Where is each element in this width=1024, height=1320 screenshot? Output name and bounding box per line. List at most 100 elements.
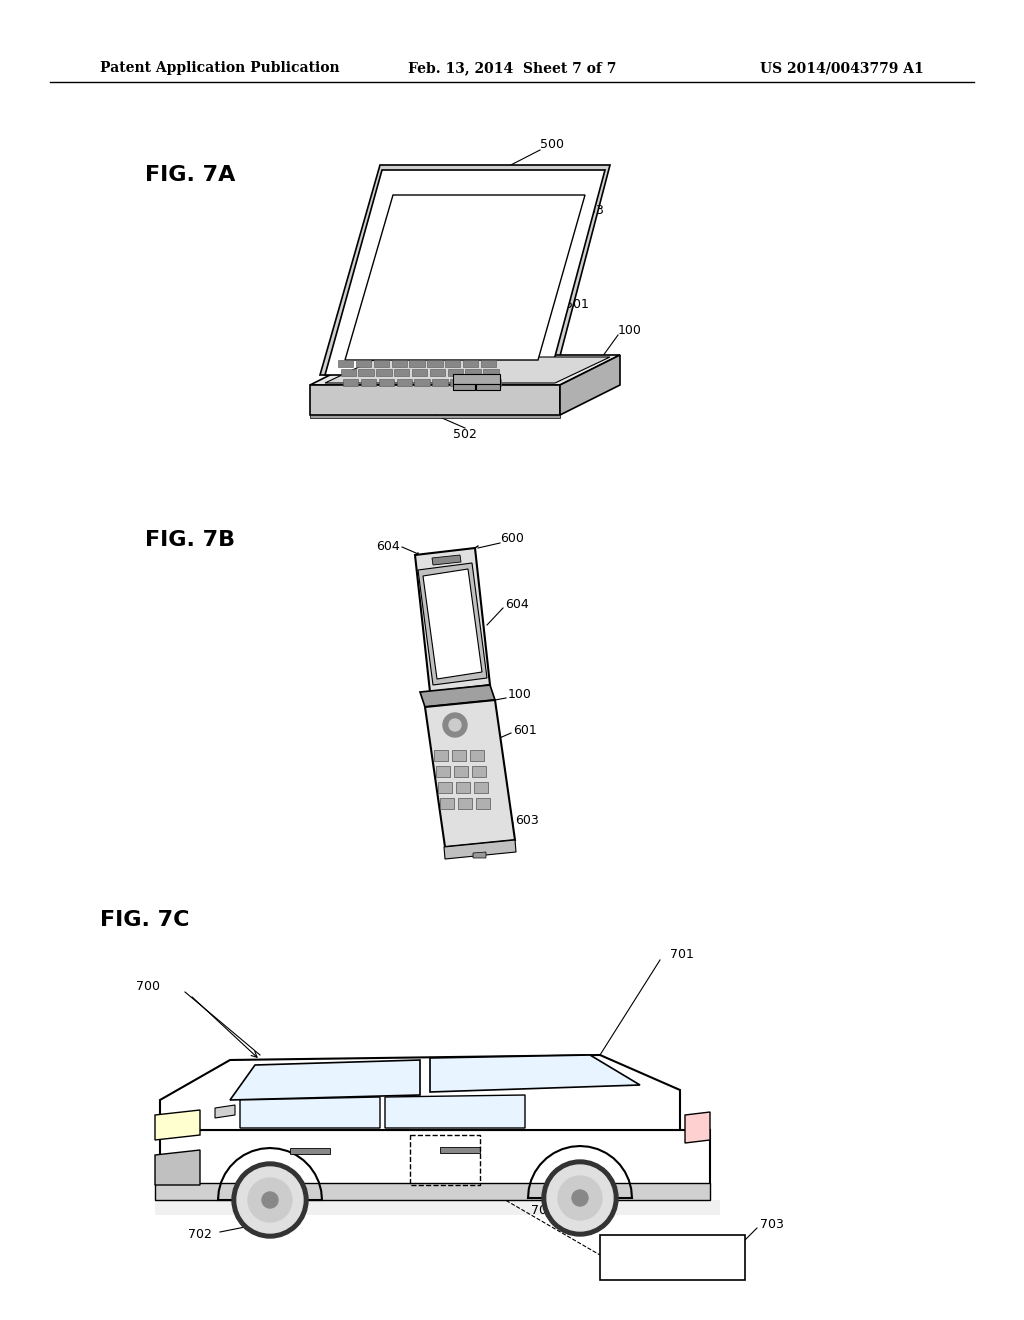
Polygon shape xyxy=(440,1147,480,1152)
Polygon shape xyxy=(485,379,501,385)
Text: 604: 604 xyxy=(505,598,528,611)
Polygon shape xyxy=(474,781,488,793)
Text: 501: 501 xyxy=(565,298,589,312)
Polygon shape xyxy=(432,554,461,565)
Text: FIG. 7B: FIG. 7B xyxy=(145,531,236,550)
Polygon shape xyxy=(358,370,374,376)
Text: 600: 600 xyxy=(500,532,524,544)
Polygon shape xyxy=(470,750,484,762)
Text: 100: 100 xyxy=(508,689,531,701)
Text: 604: 604 xyxy=(376,540,400,553)
Polygon shape xyxy=(466,370,480,376)
Polygon shape xyxy=(376,370,391,376)
Text: ELECTRONIC
CONTROL UNIT: ELECTRONIC CONTROL UNIT xyxy=(633,1246,712,1270)
Polygon shape xyxy=(483,370,499,376)
Circle shape xyxy=(449,719,461,731)
Text: Patent Application Publication: Patent Application Publication xyxy=(100,61,340,75)
Circle shape xyxy=(232,1162,308,1238)
Polygon shape xyxy=(160,1055,680,1130)
Text: FIG. 7C: FIG. 7C xyxy=(100,909,189,931)
Circle shape xyxy=(443,713,467,737)
Polygon shape xyxy=(447,370,463,376)
Circle shape xyxy=(558,1176,602,1220)
Circle shape xyxy=(542,1160,618,1236)
Circle shape xyxy=(572,1191,588,1206)
Polygon shape xyxy=(360,379,376,385)
Polygon shape xyxy=(155,1200,720,1214)
Text: 100: 100 xyxy=(618,323,642,337)
Polygon shape xyxy=(481,360,496,367)
Polygon shape xyxy=(415,379,430,385)
Polygon shape xyxy=(427,360,442,367)
Polygon shape xyxy=(240,1097,380,1129)
Polygon shape xyxy=(453,374,500,384)
Polygon shape xyxy=(341,370,355,376)
Polygon shape xyxy=(155,1183,710,1200)
Bar xyxy=(410,1135,480,1185)
Polygon shape xyxy=(418,564,487,685)
Text: 702: 702 xyxy=(531,1204,555,1217)
Polygon shape xyxy=(685,1111,710,1143)
Polygon shape xyxy=(454,766,468,777)
Polygon shape xyxy=(325,170,605,375)
Polygon shape xyxy=(425,700,515,847)
Polygon shape xyxy=(356,360,371,367)
Polygon shape xyxy=(325,356,610,383)
Polygon shape xyxy=(310,355,620,385)
Polygon shape xyxy=(290,1148,330,1154)
Polygon shape xyxy=(391,360,407,367)
Polygon shape xyxy=(476,799,490,809)
Polygon shape xyxy=(473,851,486,858)
Polygon shape xyxy=(310,414,560,418)
Polygon shape xyxy=(343,379,358,385)
Circle shape xyxy=(248,1177,292,1222)
Polygon shape xyxy=(420,685,495,708)
Polygon shape xyxy=(338,360,353,367)
Polygon shape xyxy=(423,569,482,678)
Polygon shape xyxy=(444,840,516,859)
Polygon shape xyxy=(453,384,475,389)
Polygon shape xyxy=(456,781,470,793)
Polygon shape xyxy=(410,360,425,367)
Polygon shape xyxy=(155,1150,200,1185)
Polygon shape xyxy=(434,750,449,762)
Text: 500: 500 xyxy=(540,139,564,152)
Polygon shape xyxy=(415,548,490,692)
Polygon shape xyxy=(412,370,427,376)
Text: 701: 701 xyxy=(670,949,694,961)
Text: FIG. 7A: FIG. 7A xyxy=(145,165,236,185)
Polygon shape xyxy=(436,766,450,777)
Polygon shape xyxy=(476,384,500,389)
Text: Feb. 13, 2014  Sheet 7 of 7: Feb. 13, 2014 Sheet 7 of 7 xyxy=(408,61,616,75)
Polygon shape xyxy=(472,766,486,777)
Polygon shape xyxy=(468,379,483,385)
Text: 702: 702 xyxy=(188,1229,212,1242)
Text: 502: 502 xyxy=(453,429,477,441)
Circle shape xyxy=(547,1166,613,1232)
Polygon shape xyxy=(160,1130,710,1185)
Text: 400: 400 xyxy=(438,1118,462,1131)
Polygon shape xyxy=(560,355,620,414)
Polygon shape xyxy=(385,1096,525,1129)
Polygon shape xyxy=(310,385,560,414)
Text: 603: 603 xyxy=(515,813,539,826)
Polygon shape xyxy=(430,1055,640,1092)
Circle shape xyxy=(262,1192,278,1208)
Polygon shape xyxy=(379,379,394,385)
Polygon shape xyxy=(374,360,389,367)
Polygon shape xyxy=(432,379,447,385)
Polygon shape xyxy=(438,781,452,793)
Text: 703: 703 xyxy=(760,1218,784,1232)
Polygon shape xyxy=(230,1060,420,1100)
Polygon shape xyxy=(458,799,472,809)
Polygon shape xyxy=(394,370,410,376)
Polygon shape xyxy=(396,379,412,385)
Polygon shape xyxy=(155,1110,200,1140)
Text: US 2014/0043779 A1: US 2014/0043779 A1 xyxy=(760,61,924,75)
Bar xyxy=(600,1236,745,1280)
Polygon shape xyxy=(319,165,610,375)
Polygon shape xyxy=(445,360,461,367)
Text: 601: 601 xyxy=(513,723,537,737)
Circle shape xyxy=(237,1167,303,1233)
Polygon shape xyxy=(430,370,445,376)
